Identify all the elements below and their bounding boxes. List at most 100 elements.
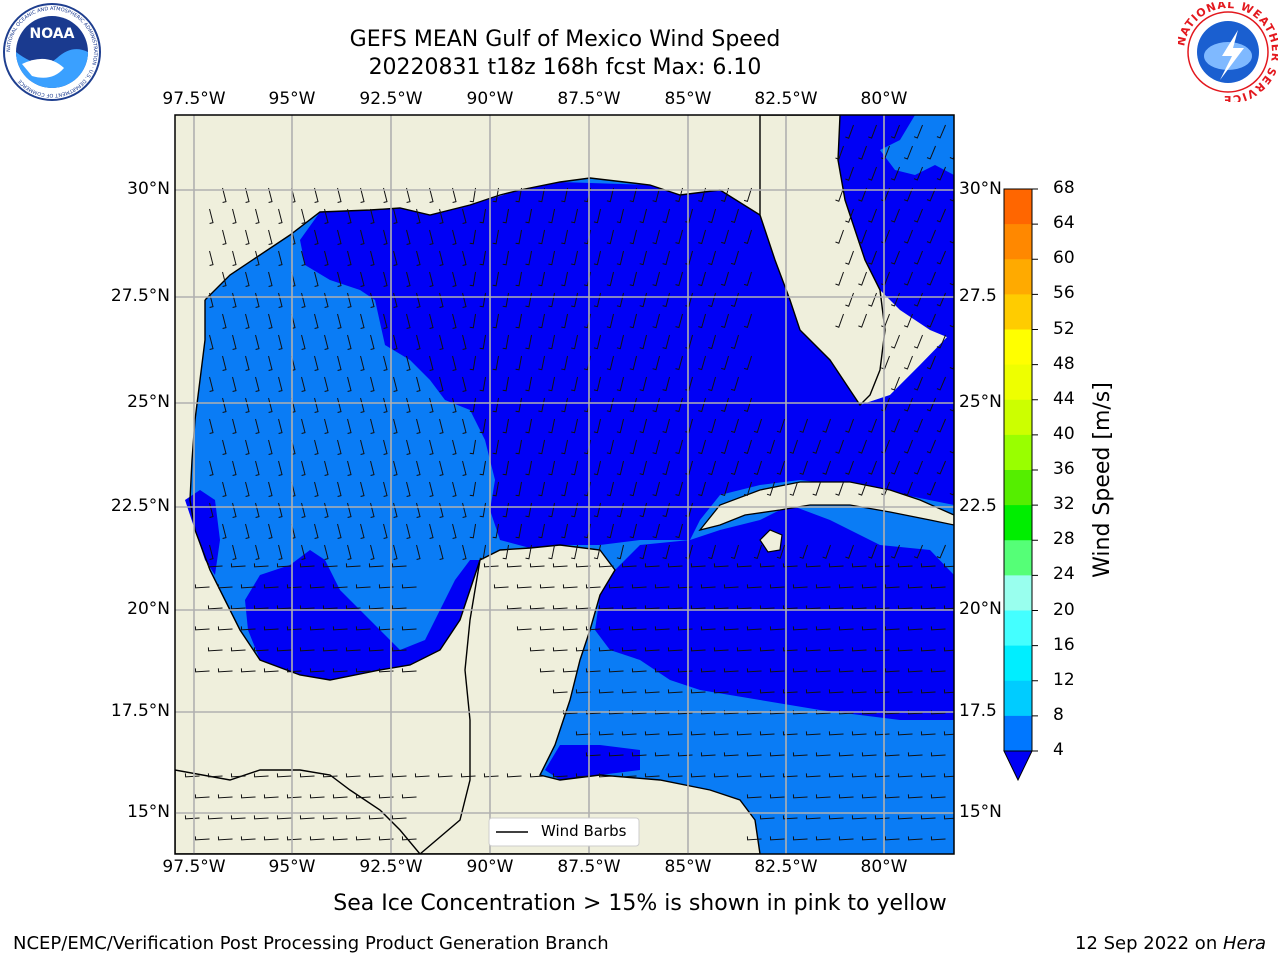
- wind-barb: [759, 605, 775, 610]
- wind-barb: [263, 584, 279, 589]
- wind-barb: [897, 773, 913, 778]
- wind-barb: [884, 584, 900, 589]
- wind-barb: [766, 481, 776, 496]
- wind-barb: [851, 647, 867, 652]
- wind-barb: [644, 731, 660, 736]
- wind-barb: [621, 689, 637, 694]
- wind-barb: [253, 647, 269, 652]
- wind-barb: [890, 334, 900, 349]
- wind-barb: [835, 187, 844, 202]
- wind-barb: [278, 376, 283, 392]
- wind-barb: [217, 626, 233, 631]
- wind-barb: [874, 563, 890, 568]
- wind-barb: [868, 124, 877, 139]
- wind-barb: [708, 208, 717, 224]
- wind-barb: [851, 773, 867, 778]
- wind-barb: [721, 355, 730, 371]
- wind-barb: [639, 334, 648, 350]
- wind-barb: [631, 584, 647, 589]
- wind-barb: [462, 544, 467, 560]
- wind-barb: [593, 250, 602, 266]
- colorbar-block: [1004, 294, 1032, 330]
- colorbar-label: Wind Speed [m/s]: [1090, 382, 1115, 578]
- wind-barb: [548, 376, 556, 392]
- wind-barb: [736, 605, 752, 610]
- wind-barb: [769, 752, 785, 757]
- wind-barb: [301, 376, 306, 392]
- wind-barb: [562, 584, 578, 589]
- wind-barb: [884, 794, 900, 799]
- wind-barb: [322, 563, 338, 568]
- wind-barbs-legend: [488, 817, 640, 847]
- wind-barb: [828, 647, 844, 652]
- colorbar-tick-label: 64: [1053, 213, 1075, 234]
- wind-barb: [897, 563, 913, 568]
- wind-barb: [276, 605, 292, 610]
- wind-barb: [575, 689, 591, 694]
- wind-barb: [721, 187, 730, 203]
- wind-barb: [393, 418, 398, 434]
- wind-barb: [209, 418, 214, 434]
- wind-barb: [360, 229, 365, 245]
- wind-barb: [713, 731, 729, 736]
- wind-barb: [598, 563, 614, 568]
- wind-barb: [452, 229, 457, 245]
- wind-barb: [730, 250, 740, 266]
- wind-barb: [913, 544, 923, 559]
- wind-barb: [370, 544, 375, 560]
- lon-label-top: 95°W: [268, 89, 316, 109]
- lat-label-left: 15°N: [127, 802, 170, 822]
- wind-barb: [401, 584, 417, 589]
- wind-barb: [452, 355, 457, 371]
- wind-barb: [723, 584, 739, 589]
- wind-barb: [953, 794, 954, 797]
- wind-barb: [698, 355, 707, 371]
- sea-ice-note: Sea Ice Concentration > 15% is shown in …: [333, 891, 947, 916]
- wind-barb: [429, 187, 434, 203]
- colorbar-tick-label: 8: [1053, 704, 1064, 725]
- wind-barb: [479, 460, 487, 476]
- wind-barb: [337, 355, 342, 371]
- wind-barb: [639, 418, 648, 434]
- wind-barb: [606, 229, 615, 245]
- wind-barb: [222, 523, 227, 539]
- wind-barb: [792, 794, 808, 799]
- wind-barb: [644, 773, 660, 778]
- wind-barb: [652, 523, 661, 539]
- lon-label-top: 97.5°W: [162, 89, 226, 109]
- wind-barb: [245, 313, 250, 329]
- wind-barb: [769, 836, 785, 841]
- wind-barb: [930, 626, 946, 631]
- wind-barb: [593, 460, 602, 476]
- wind-barb: [299, 563, 315, 568]
- wind-barb: [286, 836, 302, 841]
- wind-barb: [469, 523, 477, 539]
- wind-barb: [232, 334, 237, 350]
- wind-barb: [548, 460, 556, 476]
- wind-barb: [360, 187, 365, 203]
- noaa-logo: NOAA NATIONAL OCEANIC AND ATMOSPHERIC AD…: [2, 2, 102, 102]
- wind-barb: [355, 584, 371, 589]
- wind-barb: [769, 668, 785, 673]
- wind-barb: [416, 334, 421, 350]
- wind-barb: [469, 271, 477, 287]
- wind-barb: [378, 626, 394, 631]
- wind-barb: [322, 647, 338, 652]
- wind-barb: [782, 689, 798, 694]
- wind-barb: [525, 376, 533, 392]
- wind-barb: [263, 668, 279, 673]
- wind-barb: [815, 794, 831, 799]
- wind-barb: [383, 439, 388, 455]
- wind-barb: [506, 605, 522, 610]
- wind-barb: [782, 563, 798, 568]
- wind-barb: [949, 365, 954, 370]
- wind-barb: [538, 271, 546, 287]
- wind-barb: [255, 208, 260, 224]
- wind-barb: [383, 355, 388, 371]
- wind-barb: [789, 439, 798, 454]
- wind-barb: [370, 460, 375, 476]
- wind-barb: [700, 668, 716, 673]
- wind-barb: [322, 605, 338, 610]
- wind-barb: [845, 250, 854, 265]
- wind-barb: [309, 794, 325, 799]
